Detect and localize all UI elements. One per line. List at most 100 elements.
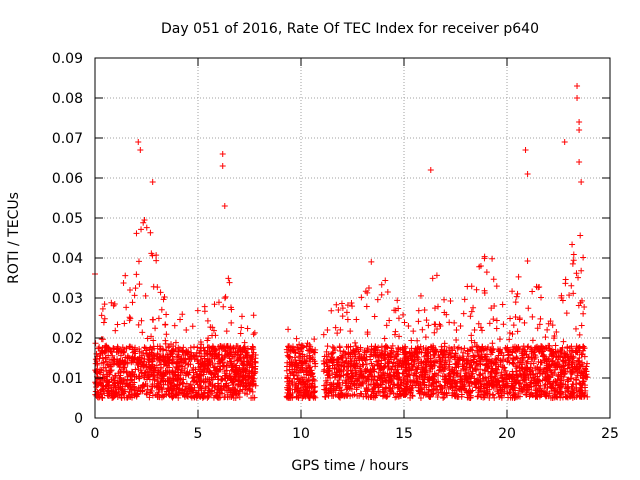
data-point — [584, 360, 591, 367]
data-point — [306, 364, 313, 371]
data-point — [219, 362, 226, 369]
data-point — [116, 392, 123, 399]
data-point — [132, 344, 139, 351]
data-point — [100, 359, 107, 366]
data-point — [236, 394, 243, 401]
data-point — [567, 352, 574, 359]
data-point — [479, 327, 486, 334]
data-point — [222, 293, 229, 300]
data-point — [458, 391, 465, 398]
data-point — [408, 357, 415, 364]
data-point — [178, 367, 185, 374]
data-point — [337, 326, 344, 333]
data-point — [500, 352, 507, 359]
data-point — [532, 352, 539, 359]
data-point — [468, 337, 475, 344]
data-point — [333, 301, 340, 308]
data-point — [347, 328, 354, 335]
data-point — [347, 385, 354, 392]
data-point — [175, 348, 182, 355]
data-point — [382, 277, 389, 284]
data-point — [155, 374, 162, 381]
y-tick-label: 0.08 — [52, 91, 83, 107]
data-point — [353, 316, 360, 323]
data-point — [476, 391, 483, 398]
data-point — [395, 305, 402, 312]
data-point — [491, 394, 498, 401]
data-point — [523, 351, 530, 358]
data-point — [515, 344, 522, 351]
y-tick-label: 0.04 — [52, 251, 83, 267]
data-point — [453, 337, 460, 344]
data-point — [515, 390, 522, 397]
data-point — [481, 255, 488, 262]
data-point — [485, 368, 492, 375]
data-point — [548, 352, 555, 359]
data-point — [410, 328, 417, 335]
chart-title: Day 051 of 2016, Rate Of TEC Index for r… — [161, 21, 539, 37]
data-point — [306, 342, 313, 349]
data-point — [172, 339, 179, 346]
data-point — [92, 340, 99, 347]
data-point — [443, 311, 450, 318]
data-point — [150, 373, 157, 380]
data-point — [332, 324, 339, 331]
data-point — [306, 355, 313, 362]
data-point — [218, 377, 225, 384]
data-point — [284, 359, 291, 366]
data-points — [92, 83, 591, 401]
data-point — [486, 320, 493, 327]
data-point — [512, 313, 519, 320]
data-point — [121, 394, 128, 401]
data-point — [549, 322, 556, 329]
data-point — [129, 357, 136, 364]
data-point — [580, 343, 587, 350]
data-point — [170, 371, 177, 378]
data-point — [285, 326, 292, 333]
data-point — [446, 344, 453, 351]
data-point — [127, 315, 134, 322]
data-point — [481, 394, 488, 401]
data-point — [423, 359, 430, 366]
data-point — [386, 390, 393, 397]
data-point — [524, 358, 531, 365]
data-point — [131, 292, 138, 299]
data-point — [506, 336, 513, 343]
data-point — [490, 276, 497, 283]
data-point — [367, 353, 374, 360]
data-point — [192, 366, 199, 373]
data-point — [384, 359, 391, 366]
data-point — [379, 366, 386, 373]
data-point — [336, 343, 343, 350]
data-point — [360, 355, 367, 362]
data-point — [372, 349, 379, 356]
data-point — [457, 373, 464, 380]
data-point — [410, 363, 417, 370]
data-point — [363, 303, 370, 310]
data-point — [482, 374, 489, 381]
data-point — [143, 390, 150, 397]
data-point — [415, 362, 422, 369]
data-point — [584, 393, 591, 400]
data-point — [229, 363, 236, 370]
data-point — [567, 368, 574, 375]
data-point — [551, 370, 558, 377]
data-point — [507, 315, 514, 322]
data-point — [244, 345, 251, 352]
x-axis-title: GPS time / hours — [291, 458, 408, 474]
data-point — [328, 307, 335, 314]
y-tick-label: 0.07 — [52, 131, 83, 147]
data-point — [390, 390, 397, 397]
data-point — [375, 373, 382, 380]
data-point — [409, 392, 416, 399]
data-point — [354, 392, 361, 399]
data-point — [202, 385, 209, 392]
data-point — [159, 386, 166, 393]
data-point — [524, 257, 531, 264]
data-point — [164, 362, 171, 369]
x-tick-label: 25 — [601, 426, 619, 442]
y-axis-title: ROTI / TECUs — [6, 192, 22, 284]
data-point — [434, 303, 441, 310]
